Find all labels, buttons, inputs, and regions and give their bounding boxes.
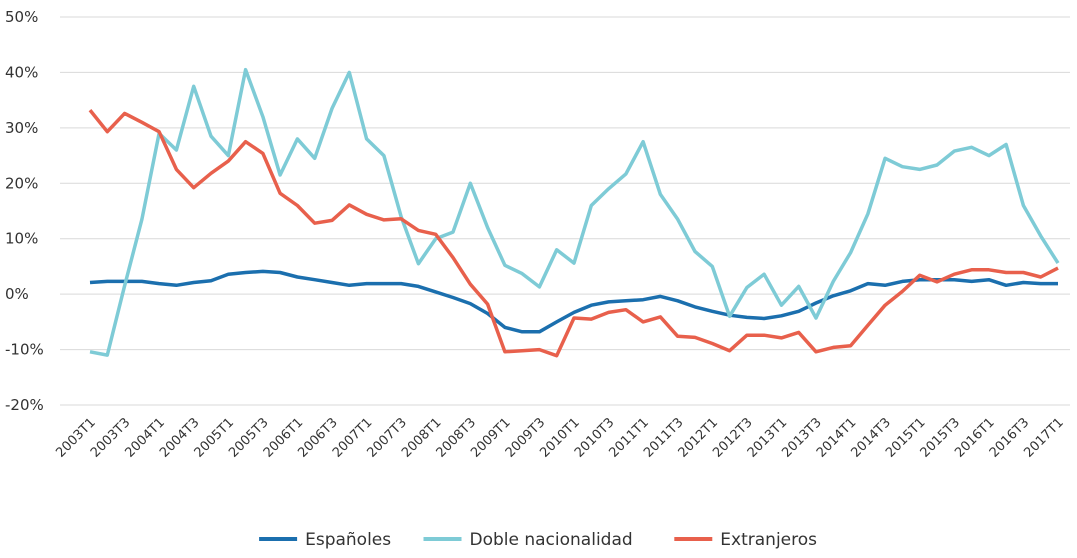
series-line (89, 269, 1058, 334)
legend-label: Doble nacionalidad (470, 530, 633, 550)
legend-label: Extranjeros (720, 530, 817, 550)
y-tick-label: 30% (5, 119, 38, 137)
y-tick-label: 50% (5, 8, 38, 26)
y-tick-label: 20% (5, 174, 38, 192)
series-line (88, 109, 1059, 358)
y-tick-label: -10% (5, 341, 44, 359)
legend: Españoles Doble nacionalidad Extranjeros (259, 530, 817, 550)
series-line (89, 67, 1060, 357)
legend-label: Españoles (305, 530, 391, 550)
y-tick-label: -20% (5, 396, 44, 414)
y-tick-label: 40% (5, 63, 38, 81)
y-tick-label: 10% (5, 230, 38, 248)
y-tick-label: 0% (5, 285, 29, 303)
